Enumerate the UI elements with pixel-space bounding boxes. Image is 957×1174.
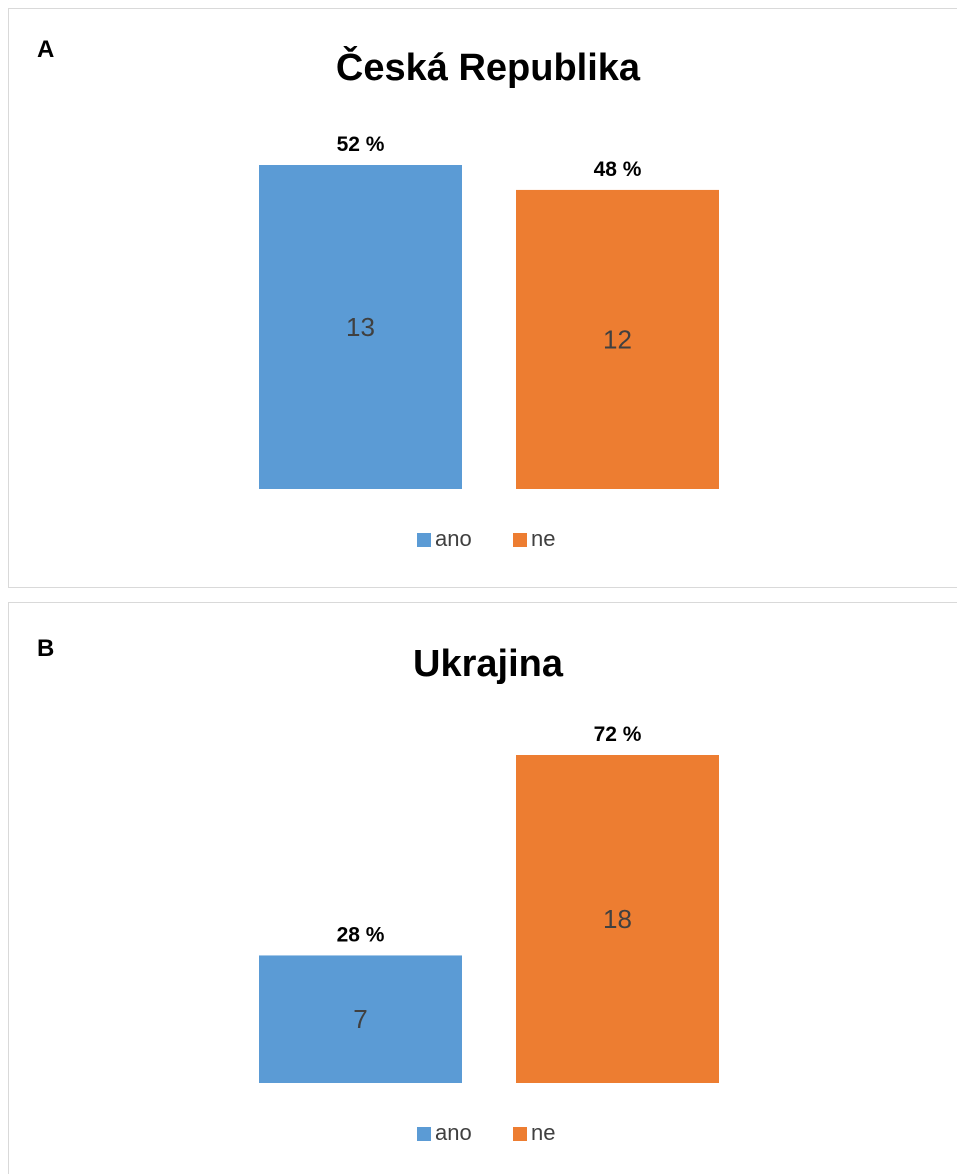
- legend-label-ne: ne: [531, 526, 555, 551]
- bar-percent-label: 48 %: [594, 158, 642, 181]
- bar-percent-label: 72 %: [594, 723, 642, 746]
- bar-ne: [516, 189, 719, 489]
- bar-value-label: 12: [603, 324, 632, 354]
- chart-panel-a: [8, 8, 957, 588]
- legend-label-ano: ano: [435, 1120, 472, 1145]
- bar-value-label: 18: [603, 904, 632, 934]
- panel-letter-b: B: [37, 635, 55, 662]
- bar-ne: [516, 755, 719, 1083]
- bar-value-label: 7: [353, 1004, 367, 1034]
- bar-percent-label: 52 %: [337, 133, 385, 156]
- bar-ano: [259, 165, 462, 489]
- bar-value-label: 13: [346, 312, 375, 342]
- legend-swatch-ne: [513, 1127, 527, 1141]
- chart-panel-b: [8, 602, 957, 1174]
- legend-label-ne: ne: [531, 1120, 555, 1145]
- panel-letter-a: A: [37, 36, 55, 63]
- chart-title: Ukrajina: [413, 643, 564, 685]
- chart-title: Česká Republika: [336, 44, 641, 89]
- bar-ano: [259, 955, 462, 1083]
- legend-label-ano: ano: [435, 526, 472, 551]
- legend-swatch-ne: [513, 533, 527, 547]
- legend-swatch-ano: [417, 533, 431, 547]
- legend-swatch-ano: [417, 1127, 431, 1141]
- bar-percent-label: 28 %: [337, 923, 385, 946]
